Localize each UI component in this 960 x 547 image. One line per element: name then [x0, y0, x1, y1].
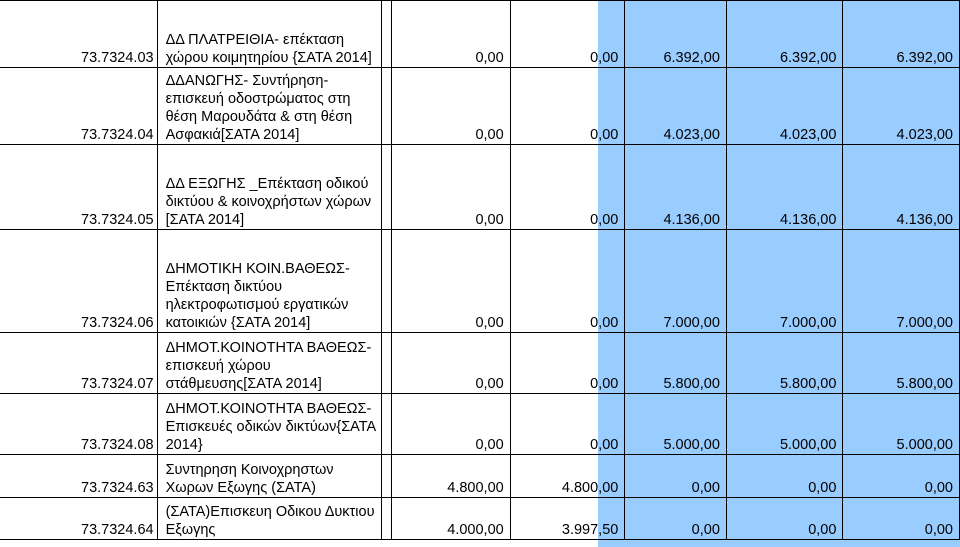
table-row: 73.7324.05 ΔΔ ΕΞΩΓΗΣ _Επέκταση οδικού δι…	[0, 144, 960, 230]
amount-cell-5[interactable]: 0,00	[842, 454, 960, 498]
account-code-cell[interactable]: 73.7324.05	[0, 144, 158, 230]
amount-cell-3[interactable]: 4.023,00	[624, 67, 727, 145]
account-code-cell[interactable]: 73.7324.03	[0, 0, 158, 68]
amount-cell-5[interactable]: 5.800,00	[842, 332, 960, 394]
amount-cell-2[interactable]: 0,00	[509, 144, 626, 230]
amount-cell-2[interactable]: 0,00	[509, 332, 626, 394]
table-row: 73.7324.63 Συντηρηση Κοινοχρηστων Χωρων …	[0, 454, 960, 498]
description-cell[interactable]: Συντηρηση Κοινοχρηστων Χωρων Εξωγης (ΣΑΤ…	[156, 454, 383, 498]
amount-cell-4[interactable]: 5.000,00	[725, 393, 844, 455]
description-cell[interactable]: ΔΗΜΟΤ.ΚΟΙΝΟΤΗΤΑ ΒΑΘΕΩΣ- Επισκευές οδικών…	[156, 393, 383, 455]
spacer-cell	[381, 497, 393, 540]
amount-cell-1[interactable]: 0,00	[391, 67, 511, 145]
spacer-cell	[381, 67, 393, 145]
amount-cell-2[interactable]: 0,00	[509, 229, 626, 333]
amount-cell-1[interactable]: 0,00	[391, 332, 511, 394]
description-cell[interactable]: ΔΔ ΠΛΑΤΡΕΙΘΙΑ- επέκταση χώρου κοιμητηρίο…	[156, 0, 383, 68]
amount-cell-3[interactable]: 7.000,00	[624, 229, 727, 333]
description-cell[interactable]: (ΣΑΤΑ)Επισκευη Οδικου Δυκτιου Εξωγης	[156, 497, 383, 540]
amount-cell-5[interactable]: 4.136,00	[842, 144, 960, 230]
amount-cell-3[interactable]: 0,00	[624, 454, 727, 498]
amount-cell-5[interactable]: 4.023,00	[842, 67, 960, 145]
table-row: 73.7324.07 ΔΗΜΟΤ.ΚΟΙΝΟΤΗΤΑ ΒΑΘΕΩΣ- επισκ…	[0, 332, 960, 394]
amount-cell-1[interactable]: 4.800,00	[391, 454, 511, 498]
amount-cell-4[interactable]: 4.136,00	[725, 144, 844, 230]
spacer-cell	[381, 454, 393, 498]
amount-cell-1[interactable]: 0,00	[391, 229, 511, 333]
amount-cell-3[interactable]: 5.800,00	[624, 332, 727, 394]
amount-cell-3[interactable]: 0,00	[624, 497, 727, 540]
spacer-cell	[381, 393, 393, 455]
spacer-cell	[381, 229, 393, 333]
amount-cell-4[interactable]: 0,00	[725, 497, 844, 540]
spacer-cell	[381, 332, 393, 394]
account-code-cell[interactable]: 73.7324.06	[0, 229, 158, 333]
amount-cell-1[interactable]: 0,00	[391, 393, 511, 455]
table-row: 73.7324.64 (ΣΑΤΑ)Επισκευη Οδικου Δυκτιου…	[0, 497, 960, 540]
amount-cell-4[interactable]: 7.000,00	[725, 229, 844, 333]
account-code-cell[interactable]: 73.7324.07	[0, 332, 158, 394]
spacer-cell	[381, 144, 393, 230]
amount-cell-4[interactable]: 6.392,00	[725, 0, 844, 68]
amount-cell-1[interactable]: 0,00	[391, 0, 511, 68]
description-cell[interactable]: ΔΔΑΝΩΓΗΣ- Συντήρηση-επισκευή οδοστρώματο…	[156, 67, 383, 145]
description-cell[interactable]: ΔΗΜΟΤΙΚΗ ΚΟΙΝ.ΒΑΘΕΩΣ-Επέκταση δικτύου ηλ…	[156, 229, 383, 333]
account-code-cell[interactable]: 73.7324.04	[0, 67, 158, 145]
account-code-cell[interactable]: 73.7324.64	[0, 497, 158, 540]
amount-cell-5[interactable]: 6.392,00	[842, 0, 960, 68]
amount-cell-5[interactable]: 0,00	[842, 497, 960, 540]
amount-cell-4[interactable]: 0,00	[725, 454, 844, 498]
spacer-cell	[381, 0, 393, 68]
description-cell[interactable]: ΔΗΜΟΤ.ΚΟΙΝΟΤΗΤΑ ΒΑΘΕΩΣ- επισκευή χώρου σ…	[156, 332, 383, 394]
account-code-cell[interactable]: 73.7324.63	[0, 454, 158, 498]
amount-cell-5[interactable]: 5.000,00	[842, 393, 960, 455]
amount-cell-2[interactable]: 0,00	[509, 393, 626, 455]
amount-cell-2[interactable]: 4.800,00	[509, 454, 626, 498]
description-cell[interactable]: ΔΔ ΕΞΩΓΗΣ _Επέκταση οδικού δικτύου & κοι…	[156, 144, 383, 230]
amount-cell-2[interactable]: 3.997,50	[509, 497, 626, 540]
amount-cell-3[interactable]: 5.000,00	[624, 393, 727, 455]
amount-cell-4[interactable]: 4.023,00	[725, 67, 844, 145]
account-code-cell[interactable]: 73.7324.08	[0, 393, 158, 455]
amount-cell-3[interactable]: 6.392,00	[624, 0, 727, 68]
amount-cell-2[interactable]: 0,00	[509, 0, 626, 68]
amount-cell-3[interactable]: 4.136,00	[624, 144, 727, 230]
amount-cell-1[interactable]: 4.000,00	[391, 497, 511, 540]
table-row: 73.7324.03 ΔΔ ΠΛΑΤΡΕΙΘΙΑ- επέκταση χώρου…	[0, 0, 960, 68]
table-row: 73.7324.06 ΔΗΜΟΤΙΚΗ ΚΟΙΝ.ΒΑΘΕΩΣ-Επέκταση…	[0, 229, 960, 333]
amount-cell-1[interactable]: 0,00	[391, 144, 511, 230]
amount-cell-2[interactable]: 0,00	[509, 67, 626, 145]
table-row: 73.7324.04 ΔΔΑΝΩΓΗΣ- Συντήρηση-επισκευή …	[0, 67, 960, 145]
amount-cell-4[interactable]: 5.800,00	[725, 332, 844, 394]
table-row: 73.7324.08 ΔΗΜΟΤ.ΚΟΙΝΟΤΗΤΑ ΒΑΘΕΩΣ- Επισκ…	[0, 393, 960, 455]
amount-cell-5[interactable]: 7.000,00	[842, 229, 960, 333]
